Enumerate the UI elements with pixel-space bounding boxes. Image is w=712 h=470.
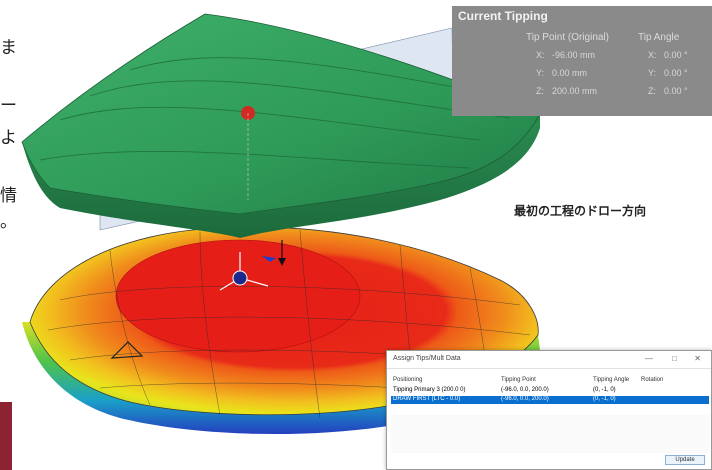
left-text-fragment-3: よ: [0, 128, 17, 148]
row-name: Tipping Primary 3 (200.0 0): [393, 387, 466, 393]
left-text-fragment-1: ま: [0, 38, 17, 58]
update-button[interactable]: Update: [665, 455, 705, 465]
minimize-icon[interactable]: —: [645, 354, 653, 363]
tip-angle-header: Tip Angle: [638, 32, 680, 43]
left-text-fragment-4: 情: [0, 186, 17, 206]
tip-point-z-value: 200.00 mm: [552, 86, 598, 96]
upper-part-die: [21, 13, 541, 238]
tip-point-y-value: 0.00 mm: [552, 68, 588, 78]
tip-angle-z-label: Z:: [648, 86, 656, 96]
tip-point-x-value: -96.00 mm: [552, 50, 596, 60]
col-tipping-angle[interactable]: Tipping Angle: [593, 377, 630, 383]
tip-point-x-label: X:: [536, 50, 545, 60]
row-name: DRAW FIRST (LTC - 0.0): [393, 396, 461, 402]
col-tipping-point[interactable]: Tipping Point: [501, 377, 536, 383]
left-text-fragment-5: 。: [0, 212, 17, 232]
col-rotation[interactable]: Rotation: [641, 377, 664, 383]
dialog-titlebar[interactable]: Assign Tips/Mult Data — □ ✕: [387, 351, 711, 369]
dialog-title: Assign Tips/Mult Data: [393, 355, 461, 362]
dialog-empty-area: [391, 415, 709, 453]
assign-tips-dialog: Assign Tips/Mult Data — □ ✕ Positioning …: [386, 350, 712, 470]
row-angle: (0, -1, 0): [593, 387, 616, 393]
tip-angle-x-label: X:: [648, 50, 657, 60]
tip-point-y-label: Y:: [536, 68, 545, 78]
close-icon[interactable]: ✕: [694, 354, 701, 363]
current-tipping-title: Current Tipping: [458, 9, 548, 23]
decorative-block: [0, 402, 12, 470]
col-positioning[interactable]: Positioning: [393, 377, 423, 383]
row-point: (-96.0, 0.0, 200.0): [501, 396, 549, 402]
tip-angle-y-value: 0.00 °: [664, 68, 688, 78]
table-row[interactable]: Tipping Primary 3 (200.0 0) (-96.0, 0.0,…: [391, 387, 709, 395]
table-row-selected[interactable]: DRAW FIRST (LTC - 0.0) (-96.0, 0.0, 200.…: [391, 396, 709, 404]
left-text-fragment-2: ー: [0, 96, 17, 116]
tip-point-header: Tip Point (Original): [526, 32, 609, 43]
maximize-icon[interactable]: □: [672, 354, 677, 363]
draw-direction-caption: 最初の工程のドロー方向: [514, 204, 647, 218]
tip-angle-x-value: 0.00 °: [664, 50, 688, 60]
current-tipping-panel: Current Tipping Tip Point (Original) Tip…: [452, 6, 712, 116]
tip-point-z-label: Z:: [536, 86, 544, 96]
row-angle: (0, -1, 0): [593, 396, 616, 402]
tip-angle-z-value: 0.00 °: [664, 86, 688, 96]
row-point: (-96.0, 0.0, 200.0): [501, 387, 549, 393]
tip-angle-y-label: Y:: [648, 68, 657, 78]
